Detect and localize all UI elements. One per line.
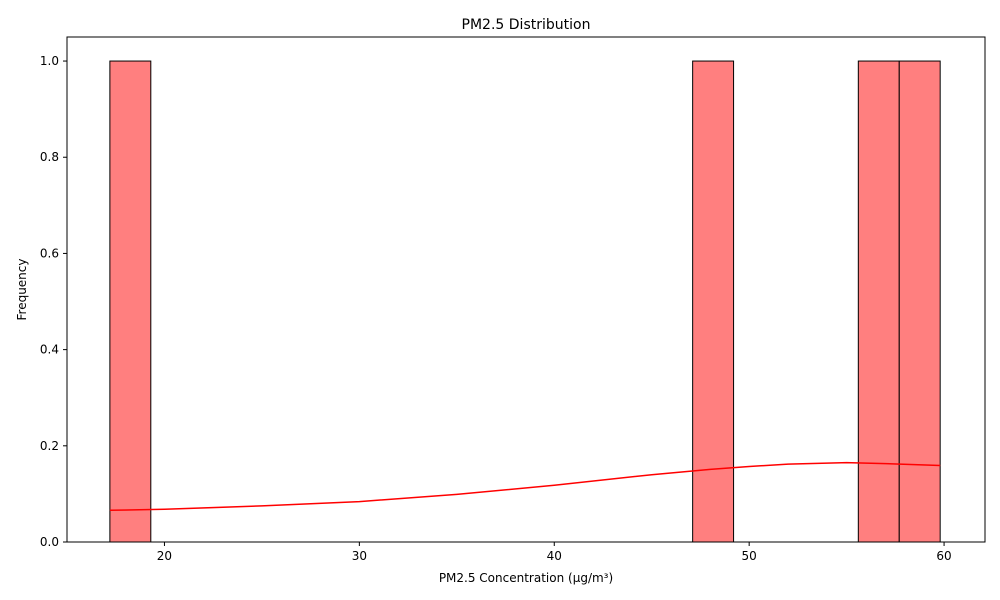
histogram-bar-1	[109, 60, 152, 543]
x-tick-label: 30	[352, 549, 367, 563]
y-axis-ticks: 0.0 0.2 0.4 0.6 0.8 1.0	[40, 54, 67, 549]
x-axis-title: PM2.5 Concentration (µg/m³)	[439, 571, 613, 585]
x-tick-label: 40	[547, 549, 562, 563]
kde-layer	[109, 461, 941, 512]
bars-layer	[109, 60, 941, 543]
y-tick-label: 0.2	[40, 439, 59, 453]
histogram-bar-4	[898, 60, 941, 543]
histogram-bar-2	[692, 60, 735, 543]
x-tick-label: 20	[157, 549, 172, 563]
y-axis-title: Frequency	[15, 259, 29, 321]
x-tick-label: 50	[742, 549, 757, 563]
y-tick-label: 0.4	[40, 343, 59, 357]
chart-title: PM2.5 Distribution	[462, 17, 591, 33]
plot-frame	[66, 36, 986, 543]
kde-density-line	[109, 461, 941, 512]
x-axis-ticks: 20 30 40 50 60	[157, 542, 952, 563]
y-tick-label: 0.6	[40, 246, 59, 260]
y-tick-label: 0.0	[40, 535, 59, 549]
x-tick-label: 60	[936, 549, 951, 563]
y-tick-label: 0.8	[40, 150, 59, 164]
y-tick-label: 1.0	[40, 54, 59, 68]
histogram-bar-3	[857, 60, 900, 543]
